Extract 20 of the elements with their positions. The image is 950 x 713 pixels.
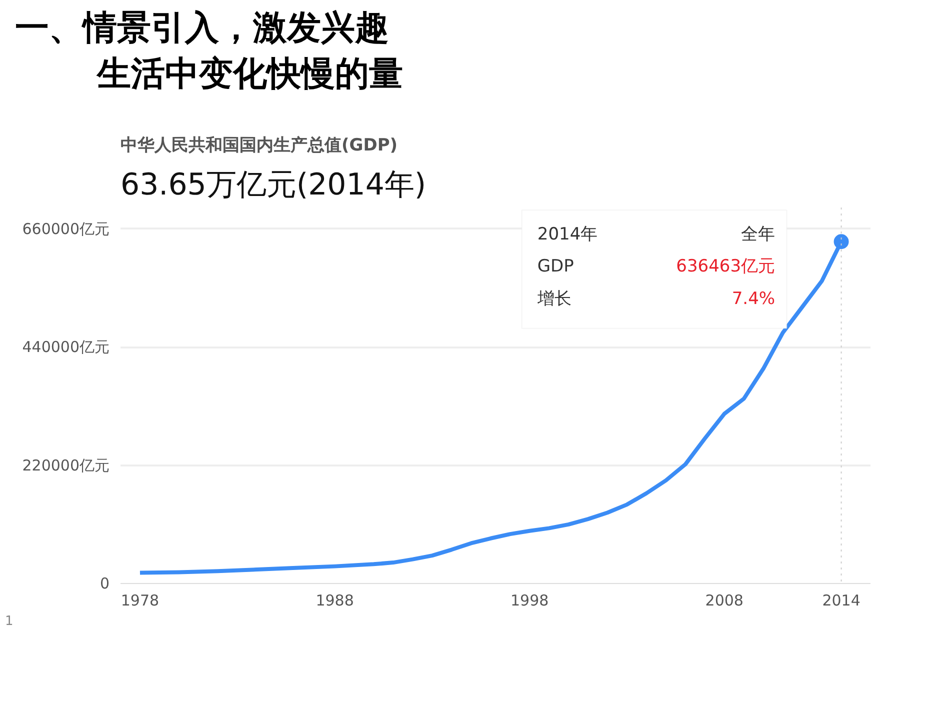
annotation: 全年 (741, 224, 776, 244)
chart-subtitle: 63.65万亿元(2014年) (120, 168, 426, 202)
annotation: 2014年 (537, 224, 598, 244)
y-tick-label: 440000亿元 (22, 338, 110, 356)
x-tick-label: 2008 (705, 592, 744, 610)
annotation: 增长 (536, 288, 572, 309)
y-tick-label: 220000亿元 (22, 456, 110, 474)
text: 一、情景引入，激发兴趣 (15, 7, 390, 50)
x-tick-label: 1978 (120, 592, 160, 610)
x-tick-label: 1988 (316, 592, 354, 610)
x-tick-label: 1998 (510, 592, 549, 610)
annotation: GDP (537, 256, 574, 277)
text: 生活中变化快慢的量 (95, 53, 403, 96)
chart-title: 中华人民共和国国内生产总值(GDP) (120, 136, 398, 156)
x-tick-label: 2014 (822, 592, 860, 610)
y-tick-label: 660000亿元 (22, 220, 110, 238)
annotation: 636463亿元 (676, 256, 776, 277)
annotation: 7.4% (732, 288, 776, 309)
text: 1 (5, 613, 14, 631)
y-tick-label: 0 (100, 574, 110, 592)
